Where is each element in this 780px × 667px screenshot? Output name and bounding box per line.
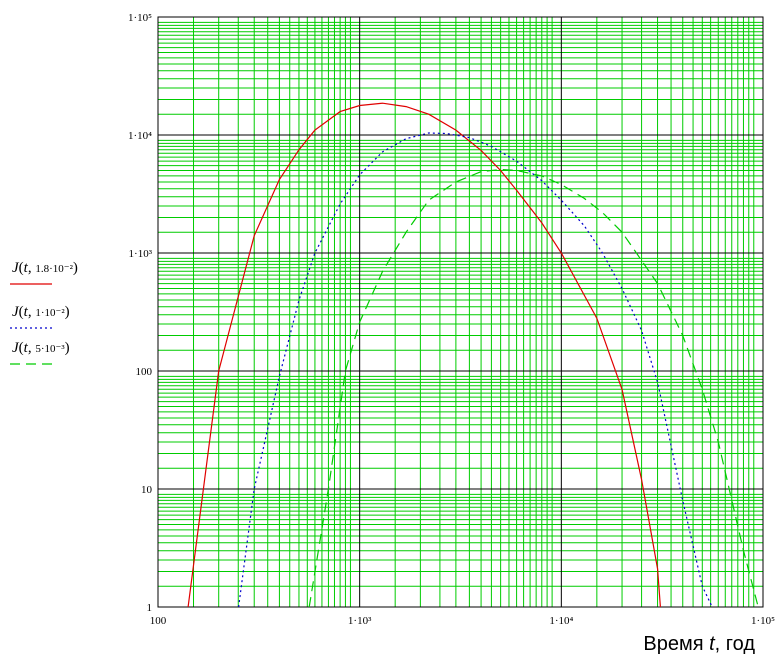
legend-label-2: J(t, 1·10⁻²) [12, 304, 70, 320]
legend: J(t, 1.8·10⁻²) J(t, 1·10⁻²) J(t, 5·10⁻³) [10, 260, 78, 365]
y-tick-label: 100 [136, 366, 153, 378]
x-tick-label: 100 [150, 615, 167, 627]
x-axis-label-var: t [709, 633, 716, 655]
x-tick-label: 1·10³ [348, 615, 372, 627]
legend-label-3: J(t, 5·10⁻³) [12, 340, 70, 356]
y-tick-label: 10 [141, 484, 153, 496]
x-axis-label: Время t, год [643, 633, 755, 655]
tick-labels: 100 1·10³ 1·10⁴ 1·10⁵ 1 10 100 1·10³ 1·10⁴ 1·10⁵ [128, 12, 775, 627]
x-axis-label-suffix: , год [715, 633, 756, 655]
x-tick-label: 1·10⁴ [549, 615, 573, 627]
y-tick-label: 1·10⁵ [128, 12, 152, 24]
y-tick-label: 1 [147, 602, 153, 614]
y-tick-label: 1·10³ [129, 248, 153, 260]
grid [158, 17, 763, 607]
legend-label-1: J(t, 1.8·10⁻²) [12, 260, 78, 276]
plot-frame [157, 16, 764, 608]
x-tick-label: 1·10⁵ [751, 615, 775, 627]
series-layer [187, 102, 759, 607]
y-tick-label: 1·10⁴ [128, 130, 152, 142]
series-line-1 [187, 102, 661, 607]
x-axis-label-prefix: Время [643, 633, 709, 655]
